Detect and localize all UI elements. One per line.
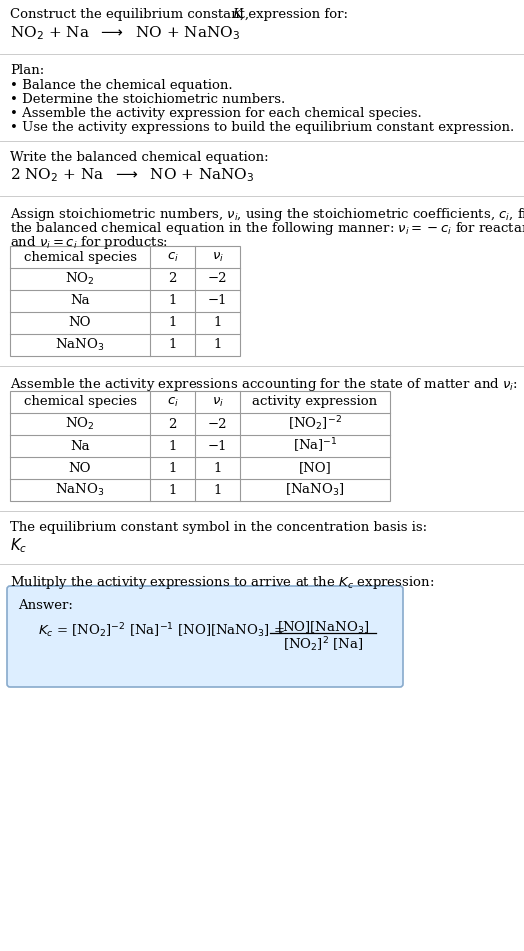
Text: chemical species: chemical species	[24, 396, 136, 409]
Text: Na: Na	[70, 439, 90, 453]
Text: 1: 1	[213, 339, 222, 352]
Text: 1: 1	[213, 483, 222, 496]
Text: [NaNO$_3$]: [NaNO$_3$]	[285, 482, 345, 498]
Text: the balanced chemical equation in the following manner: $\nu_i = -c_i$ for react: the balanced chemical equation in the fo…	[10, 220, 524, 237]
Text: 2 NO$_2$ + Na  $\longrightarrow$  NO + NaNO$_3$: 2 NO$_2$ + Na $\longrightarrow$ NO + NaN…	[10, 166, 255, 184]
Text: Assign stoichiometric numbers, $\nu_i$, using the stoichiometric coefficients, $: Assign stoichiometric numbers, $\nu_i$, …	[10, 206, 524, 223]
Text: 2: 2	[168, 417, 177, 431]
Text: NO$_2$ + Na  $\longrightarrow$  NO + NaNO$_3$: NO$_2$ + Na $\longrightarrow$ NO + NaNO$…	[10, 24, 240, 42]
Text: −2: −2	[208, 273, 227, 285]
Text: NO: NO	[69, 461, 91, 475]
Text: 1: 1	[168, 339, 177, 352]
Bar	[10, 246, 240, 356]
Text: Mulitply the activity expressions to arrive at the $K_c$ expression:: Mulitply the activity expressions to arr…	[10, 574, 434, 591]
Text: −1: −1	[208, 439, 227, 453]
Text: $\nu_i$: $\nu_i$	[212, 250, 223, 263]
Text: [NO$_2$]$^2$ [Na]: [NO$_2$]$^2$ [Na]	[283, 635, 363, 653]
Text: • Determine the stoichiometric numbers.: • Determine the stoichiometric numbers.	[10, 93, 285, 106]
Text: 1: 1	[213, 317, 222, 329]
Text: [NO][NaNO$_3$]: [NO][NaNO$_3$]	[277, 620, 369, 636]
Text: Plan:: Plan:	[10, 64, 44, 77]
Text: $K_c$: $K_c$	[10, 536, 27, 554]
Text: 1: 1	[168, 461, 177, 475]
FancyBboxPatch shape	[7, 586, 403, 687]
Text: NaNO$_3$: NaNO$_3$	[56, 482, 105, 498]
Text: 2: 2	[168, 273, 177, 285]
Text: Construct the equilibrium constant,: Construct the equilibrium constant,	[10, 8, 253, 21]
Text: 1: 1	[213, 461, 222, 475]
Text: Na: Na	[70, 295, 90, 307]
Text: Assemble the activity expressions accounting for the state of matter and $\nu_i$: Assemble the activity expressions accoun…	[10, 376, 518, 393]
Text: 1: 1	[168, 483, 177, 496]
Text: NO: NO	[69, 317, 91, 329]
Bar	[10, 391, 390, 501]
Text: NO$_2$: NO$_2$	[66, 271, 95, 287]
Text: $\nu_i$: $\nu_i$	[212, 396, 223, 409]
Text: and $\nu_i = c_i$ for products:: and $\nu_i = c_i$ for products:	[10, 234, 168, 251]
Text: • Use the activity expressions to build the equilibrium constant expression.: • Use the activity expressions to build …	[10, 121, 514, 134]
Text: −2: −2	[208, 417, 227, 431]
Text: NO$_2$: NO$_2$	[66, 416, 95, 432]
Text: −1: −1	[208, 295, 227, 307]
Text: [Na]$^{-1}$: [Na]$^{-1}$	[292, 437, 337, 456]
Text: activity expression: activity expression	[253, 396, 378, 409]
Text: [NO$_2$]$^{-2}$: [NO$_2$]$^{-2}$	[288, 415, 342, 434]
Text: , expression for:: , expression for:	[240, 8, 348, 21]
Text: $c_i$: $c_i$	[167, 250, 178, 263]
Text: chemical species: chemical species	[24, 250, 136, 263]
Text: • Assemble the activity expression for each chemical species.: • Assemble the activity expression for e…	[10, 107, 422, 120]
Text: [NO]: [NO]	[299, 461, 331, 475]
Text: 1: 1	[168, 439, 177, 453]
Text: $c_i$: $c_i$	[167, 396, 178, 409]
Text: 1: 1	[168, 317, 177, 329]
Text: Answer:: Answer:	[18, 599, 73, 612]
Text: NaNO$_3$: NaNO$_3$	[56, 337, 105, 353]
Text: • Balance the chemical equation.: • Balance the chemical equation.	[10, 79, 233, 92]
Text: $K_c$ = [NO$_2$]$^{-2}$ [Na]$^{-1}$ [NO][NaNO$_3$] =: $K_c$ = [NO$_2$]$^{-2}$ [Na]$^{-1}$ [NO]…	[38, 622, 286, 640]
Text: K: K	[232, 8, 242, 21]
Text: 1: 1	[168, 295, 177, 307]
Text: Write the balanced chemical equation:: Write the balanced chemical equation:	[10, 151, 269, 164]
Text: The equilibrium constant symbol in the concentration basis is:: The equilibrium constant symbol in the c…	[10, 521, 427, 534]
